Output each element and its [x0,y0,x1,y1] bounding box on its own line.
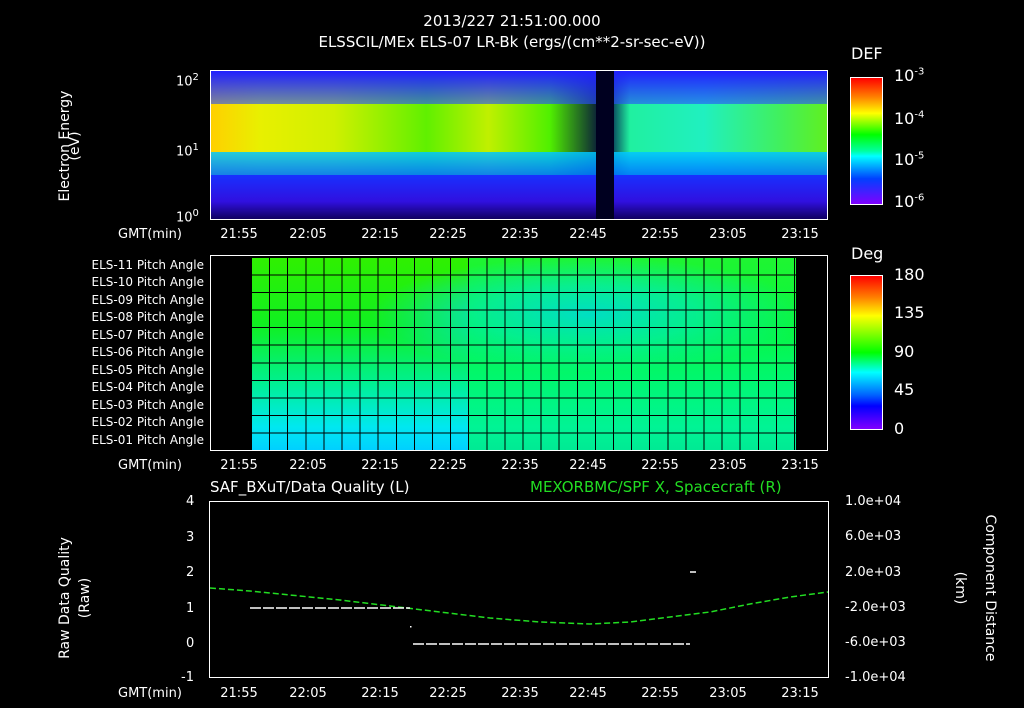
xtick: 22:25 [429,227,467,242]
xtick: 22:35 [501,458,539,473]
pitch-row-label: ELS-05 Pitch Angle [91,363,204,377]
xtick: 22:15 [361,686,399,701]
right-series-title: MEXORBMC/SPF X, Spacecraft (R) [530,478,782,496]
pitch-row-label: ELS-06 Pitch Angle [91,345,204,359]
spectro-dropout [596,71,615,219]
line-plot-svg [210,571,828,645]
xtick: 22:05 [289,686,327,701]
def-label-1e-3: 10-3 [894,66,925,85]
ytick-left: 4 [186,494,195,509]
spacecraft-x-series [210,587,828,625]
plot-time: 2013/227 21:51:00.000 [423,12,601,30]
xtick: 21:55 [220,686,258,701]
xtick: 21:55 [220,458,258,473]
deg-label: 135 [894,303,925,322]
ytick-right: 2.0e+03 [845,565,902,580]
quality-axis-units: (Raw) [77,577,93,619]
xtick: 22:35 [501,227,539,242]
ytick-1e2: 102 [176,72,199,90]
pitch-row-label: ELS-11 Pitch Angle [91,258,204,272]
xtick: 23:05 [709,458,747,473]
spectro-high-energy-band [211,71,827,104]
ytick-right: 1.0e+04 [845,494,902,509]
quality-axis-label: Raw Data Quality [57,537,73,659]
ytick-left: 0 [186,636,195,651]
def-colorbar-title: DEF [851,44,883,63]
deg-label: 90 [894,342,915,361]
line-plot-panel [209,501,829,678]
xtick: 23:15 [781,458,819,473]
ytick-left: 2 [186,565,195,580]
pitch-row-label: ELS-08 Pitch Angle [91,310,204,324]
pitch-row-label: ELS-04 Pitch Angle [91,380,204,394]
spectro-low-energy-band [211,174,827,219]
xtick: 22:35 [501,686,539,701]
xtick: 22:25 [429,686,467,701]
distance-axis-label: Component Distance [982,514,998,662]
pitch-row-label: ELS-07 Pitch Angle [91,328,204,342]
ytick-left: 1 [186,601,195,616]
pitch-angle-panel [210,255,828,451]
xtick: 22:45 [569,458,607,473]
def-label-1e-6: 10-6 [894,192,925,211]
ytick-right: -1.0e+04 [845,670,906,685]
xtick: 22:45 [569,227,607,242]
xtick: 23:05 [709,227,747,242]
xtick: 23:15 [781,227,819,242]
x-axis-label-3: GMT(min) [118,686,182,701]
xtick: 22:15 [361,227,399,242]
xtick: 22:25 [429,458,467,473]
pitch-grid-lines [251,257,796,450]
deg-colorbar-title: Deg [851,244,884,263]
ytick-left: 3 [186,530,195,545]
xtick: 23:15 [781,686,819,701]
x-axis-label-2: GMT(min) [118,458,182,473]
xtick: 22:45 [569,686,607,701]
xtick: 21:55 [220,227,258,242]
deg-label: 0 [894,419,905,438]
xtick: 22:15 [361,458,399,473]
deg-colorbar [850,275,883,430]
pitch-angle-heatmap [251,257,796,450]
ytick-right: -6.0e+03 [845,635,906,650]
pitch-row-label: ELS-09 Pitch Angle [91,293,204,307]
ytick-1e0: 100 [176,208,199,226]
energy-axis-units: (eV) [67,131,83,161]
deg-label: 45 [894,380,915,399]
ytick-1e1: 101 [176,142,199,160]
distance-axis-units: (km) [952,571,968,605]
deg-label: 180 [894,265,925,284]
plot-subtitle: ELSSCIL/MEx ELS-07 LR-Bk (ergs/(cm**2-sr… [318,33,706,51]
xtick: 23:05 [709,686,747,701]
ytick-right: -2.0e+03 [845,600,906,615]
ytick-left: -1 [181,670,194,685]
left-series-title: SAF_BXuT/Data Quality (L) [210,478,410,496]
x-axis-label-1: GMT(min) [118,227,182,242]
spectro-mid-band [211,152,827,175]
def-colorbar [850,77,883,205]
xtick: 22:55 [641,458,679,473]
pitch-row-label: ELS-01 Pitch Angle [91,433,204,447]
pitch-row-label: ELS-10 Pitch Angle [91,275,204,289]
def-label-1e-5: 10-5 [894,150,925,169]
xtick: 22:05 [289,458,327,473]
pitch-row-label: ELS-02 Pitch Angle [91,415,204,429]
xtick: 22:55 [641,227,679,242]
spectrogram-panel [210,70,828,220]
ytick-right: 6.0e+03 [845,529,902,544]
xtick: 22:05 [289,227,327,242]
pitch-row-label: ELS-03 Pitch Angle [91,398,204,412]
def-label-1e-4: 10-4 [894,109,925,128]
xtick: 22:55 [641,686,679,701]
